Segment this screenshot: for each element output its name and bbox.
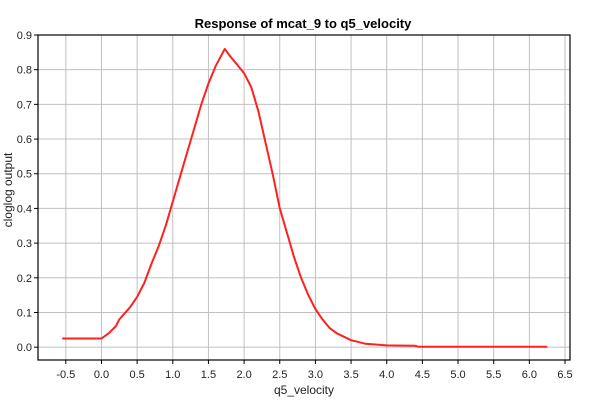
y-tick-label: 0.3 — [17, 238, 32, 250]
x-tick-label: 5.5 — [486, 369, 501, 381]
grid — [38, 34, 570, 360]
x-tick-label: 6.0 — [522, 369, 537, 381]
x-tick-label: 5.0 — [450, 369, 465, 381]
x-tick-label: -0.5 — [56, 369, 75, 381]
y-tick-label: 0.8 — [17, 65, 32, 77]
y-tick-label: 0.7 — [17, 99, 32, 111]
series — [62, 47, 548, 348]
x-tick-label: 6.5 — [557, 369, 572, 381]
y-tick-label: 0.9 — [17, 30, 32, 42]
x-tick-label: 2.0 — [236, 369, 251, 381]
x-tick-label: 4.5 — [415, 369, 430, 381]
y-axis-label: cloglog output — [1, 152, 15, 227]
y-tick-label: 0.5 — [17, 169, 32, 181]
x-tick-label: 3.0 — [308, 369, 323, 381]
x-tick-label: 0.5 — [129, 369, 144, 381]
series-line-response — [62, 47, 548, 348]
y-tick-label: 0.6 — [17, 134, 32, 146]
plot-frame — [37, 34, 571, 361]
x-tick-label: 2.5 — [272, 369, 287, 381]
y-tick-label: 0.2 — [17, 273, 32, 285]
x-tick-label: 3.5 — [343, 369, 358, 381]
ticks: -0.5 0.0 0.5 1.0 1.5 2.0 2.5 3.0 3.5 4.0 4.5 5.0 5.5… — [17, 30, 573, 381]
y-tick-label: 0.0 — [17, 342, 32, 354]
x-axis-label: q5_velocity — [274, 383, 334, 397]
y-tick-label: 0.4 — [17, 203, 32, 215]
x-tick-label: 0.0 — [94, 369, 109, 381]
x-tick-label: 1.0 — [165, 369, 180, 381]
x-tick-label: 1.5 — [201, 369, 216, 381]
y-tick-label: 0.1 — [17, 307, 32, 319]
chart-title: Response of mcat_9 to q5_velocity — [195, 16, 413, 31]
x-tick-label: 4.0 — [379, 369, 394, 381]
